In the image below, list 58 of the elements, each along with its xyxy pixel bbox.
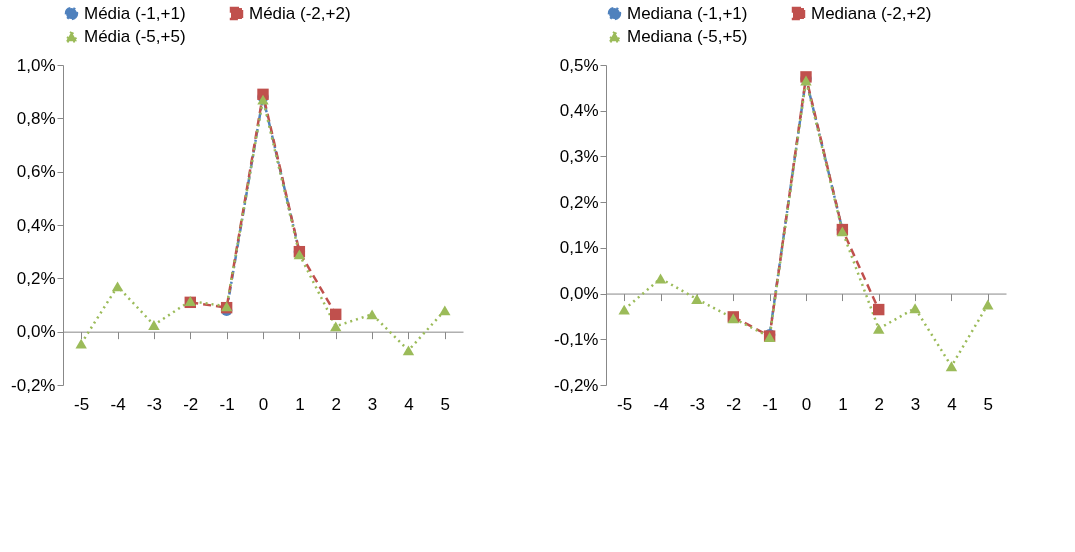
- point: [873, 323, 885, 334]
- x-tick-label: 1: [838, 394, 848, 414]
- point: [691, 294, 703, 304]
- y-tick-label: 0,5%: [559, 55, 599, 75]
- point: [75, 338, 87, 349]
- x-tick-label: -5: [617, 394, 633, 414]
- legend-label: Média (-5,+5): [84, 26, 186, 46]
- point: [148, 320, 160, 330]
- legend-label: Média (-1,+1): [84, 3, 186, 23]
- point: [654, 273, 667, 284]
- point: [873, 303, 885, 316]
- y-tick-label: 0,4%: [16, 215, 56, 235]
- y-tick-label: -0,2%: [11, 375, 56, 395]
- x-tick-label: 0: [258, 394, 269, 414]
- y-tick-label: 0,4%: [559, 101, 599, 121]
- x-tick-label: -2: [726, 394, 742, 414]
- point: [618, 304, 630, 315]
- x-tick-label: 0: [801, 394, 812, 414]
- x-tick-label: 4: [404, 394, 414, 414]
- legend-label: Média (-2,+2): [249, 3, 351, 23]
- x-tick-label: 2: [874, 394, 884, 414]
- x-tick-label: -2: [183, 394, 199, 414]
- legend-label: Mediana (-5,+5): [627, 26, 748, 46]
- point: [330, 308, 342, 321]
- point: [111, 281, 124, 292]
- x-tick-label: 5: [983, 394, 994, 414]
- x-tick-label: 3: [367, 394, 378, 414]
- x-tick-label: 1: [295, 394, 305, 414]
- y-tick-label: -0,2%: [554, 375, 599, 395]
- point: [402, 345, 415, 356]
- x-tick-label: 4: [947, 394, 957, 414]
- y-tick-label: 0,6%: [16, 162, 56, 182]
- x-tick-label: 3: [910, 394, 921, 414]
- x-tick-label: 2: [331, 394, 341, 414]
- y-tick-label: 0,2%: [16, 268, 56, 288]
- point: [330, 321, 342, 332]
- x-tick-label: 5: [440, 394, 451, 414]
- y-tick-label: 0,0%: [16, 322, 56, 342]
- point: [909, 303, 921, 314]
- point: [945, 361, 958, 372]
- y-tick-label: 0,1%: [559, 238, 599, 258]
- x-tick-label: -4: [653, 394, 669, 414]
- legend-label: Mediana (-2,+2): [811, 3, 932, 23]
- x-tick-label: -3: [689, 394, 705, 414]
- x-tick-label: -3: [146, 394, 162, 414]
- x-tick-label: -1: [219, 394, 235, 414]
- legend-label: Mediana (-1,+1): [627, 3, 748, 23]
- x-tick-label: -4: [110, 394, 126, 414]
- point: [439, 305, 451, 316]
- y-tick-label: -0,1%: [554, 329, 599, 349]
- y-tick-label: 1,0%: [16, 55, 56, 75]
- y-tick-label: 0,0%: [559, 284, 599, 304]
- x-tick-label: -5: [74, 394, 90, 414]
- y-tick-label: 0,2%: [559, 192, 599, 212]
- x-tick-label: -1: [762, 394, 778, 414]
- y-tick-label: 0,3%: [559, 146, 599, 166]
- point: [366, 309, 378, 320]
- y-tick-label: 0,8%: [16, 108, 56, 128]
